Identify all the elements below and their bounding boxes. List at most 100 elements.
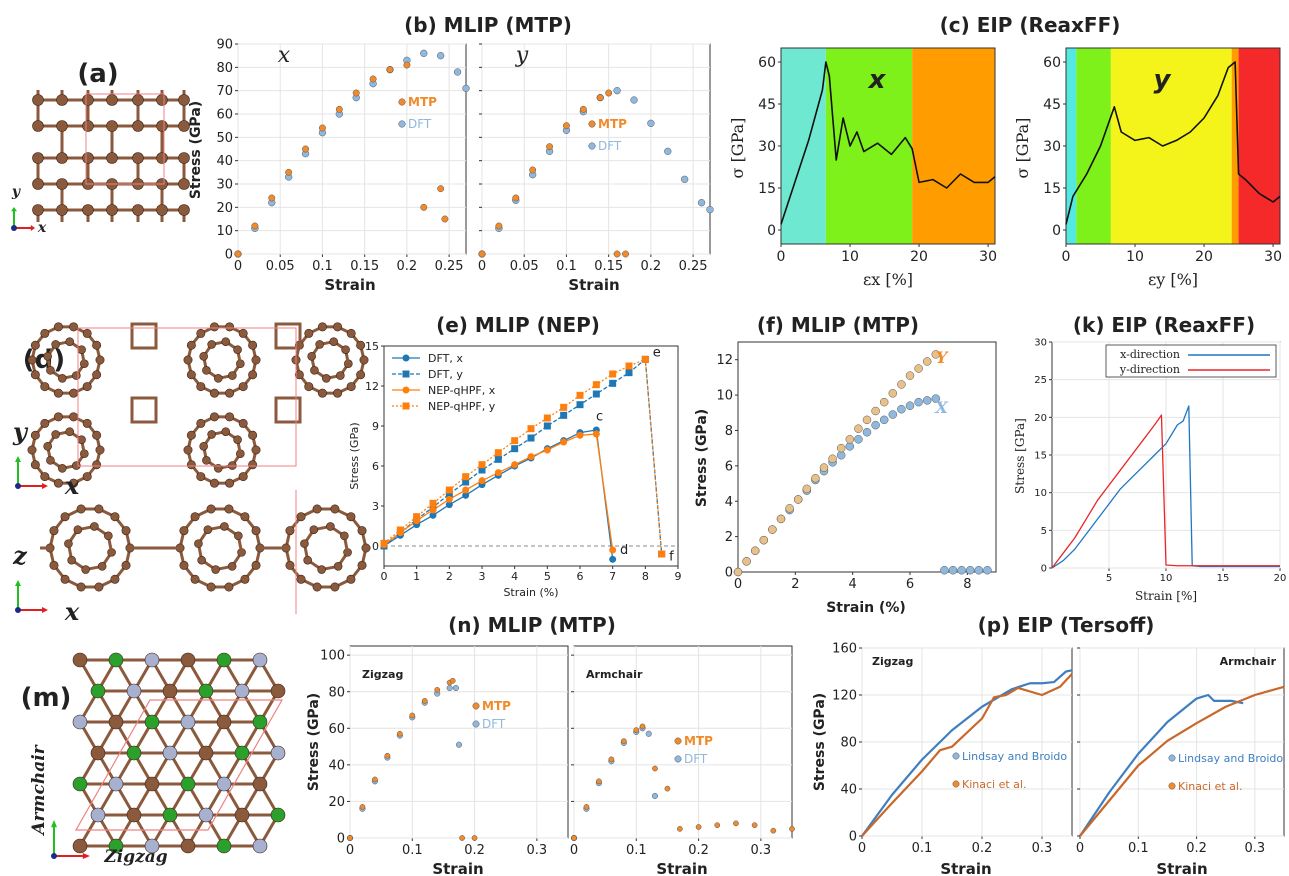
legend-entry: NEP-qHPF, x xyxy=(428,384,496,397)
legend-entry: DFT, x xyxy=(428,352,463,365)
nep-y-point xyxy=(413,513,421,521)
unit-cell xyxy=(74,699,284,831)
nep-y-line xyxy=(383,358,663,555)
nep-x-point xyxy=(609,546,617,554)
carbon-atom xyxy=(97,562,107,571)
series-label-X: X xyxy=(934,398,948,417)
y-tick-label: 0 xyxy=(225,248,233,263)
y-tick-label: 80 xyxy=(216,61,233,76)
y-tick-label: 80 xyxy=(328,685,345,700)
carbon-atom xyxy=(317,565,326,574)
nep-x-point xyxy=(462,486,470,494)
carbon-atom xyxy=(294,370,304,380)
dft-point xyxy=(651,792,659,799)
legend-dft-marker xyxy=(674,755,682,763)
nep-x-point xyxy=(478,477,486,485)
legend-mtp-marker xyxy=(674,737,682,745)
carbon-atom xyxy=(329,337,339,346)
carbon-atom xyxy=(183,355,193,365)
origin-dot-icon xyxy=(15,607,21,613)
nep-y-point xyxy=(592,381,600,389)
x-tick-label: 0.2 xyxy=(1186,841,1207,856)
carbon-atom xyxy=(178,152,190,164)
dft-point xyxy=(453,68,462,76)
x-tick-label: 0 xyxy=(570,843,578,858)
carbon-atom xyxy=(206,582,216,592)
carbon-atom xyxy=(180,838,196,854)
chart-f: 0 2 4 6 8 0 2 4 6 8 10 12 Y X xyxy=(716,341,997,592)
x-series-point xyxy=(845,442,855,451)
y-arrowhead-icon xyxy=(15,580,21,586)
axes-frame xyxy=(237,43,467,255)
carbon-atom xyxy=(190,574,200,584)
carbon-atom xyxy=(190,512,200,522)
carbon-atom xyxy=(40,472,50,482)
carbon-atom xyxy=(357,526,367,536)
carbon-atom xyxy=(95,445,105,455)
nep-y-point xyxy=(445,486,453,494)
nep-y-point xyxy=(560,403,568,411)
carbon-atom xyxy=(251,445,261,455)
nep-y-point xyxy=(511,437,519,445)
nitrogen-atom xyxy=(252,652,268,668)
legend-dft: DFT xyxy=(482,717,506,731)
chart-k: 5 10 15 20 0 5 10 15 20 25 30 xyxy=(1034,338,1286,585)
carbon-atom xyxy=(252,776,268,792)
legend-marker xyxy=(402,402,410,410)
subplot-title-y: y xyxy=(515,43,529,68)
x-direction-line xyxy=(1051,405,1280,569)
x-tick-label: 0.1 xyxy=(402,843,423,858)
carbon-atom xyxy=(333,388,343,398)
y-series-point xyxy=(750,546,760,556)
boron-atom xyxy=(72,776,88,792)
carbon-atom xyxy=(209,478,219,488)
nep-y-point xyxy=(576,391,584,399)
mtp-point xyxy=(579,105,587,113)
x-series-point xyxy=(931,394,941,403)
nep-x-point xyxy=(494,469,502,477)
carbon-atom xyxy=(312,504,322,514)
carbon-atom xyxy=(40,418,50,428)
legend-entry-y: y-direction xyxy=(1119,363,1180,376)
carbon-atom xyxy=(132,152,144,164)
nep-x-point xyxy=(527,453,535,461)
nep-x-point xyxy=(511,461,519,469)
carbon-atom xyxy=(40,328,50,338)
mtp-point xyxy=(420,203,428,211)
legend-mtp: MTP xyxy=(408,95,437,109)
carbon-atom xyxy=(132,94,144,106)
carbon-atom xyxy=(333,322,343,332)
legend-marker xyxy=(402,386,410,394)
carbon-atom xyxy=(326,522,335,531)
dft-point xyxy=(697,199,706,207)
carbon-atom xyxy=(60,512,70,522)
carbon-atom xyxy=(251,526,261,536)
dft-point xyxy=(613,87,621,95)
x-tick-label: 0.05 xyxy=(510,259,539,274)
boron-atom xyxy=(108,838,124,854)
carbon-atom xyxy=(186,340,196,350)
y-axis-label: Stress [GPa] xyxy=(1013,418,1027,494)
x-tick-label: 0.3 xyxy=(1032,841,1053,856)
carbon-atom xyxy=(307,351,316,361)
dft-x-point xyxy=(462,491,470,499)
x-arrowhead-icon xyxy=(42,483,48,489)
y-tick-label: 45 xyxy=(1043,97,1061,113)
mtp-point xyxy=(386,66,394,74)
x-tick-label: 20 xyxy=(910,249,928,265)
y-series-point xyxy=(742,557,751,566)
x-tick-label: 0.1 xyxy=(1128,841,1149,856)
carbon-atom xyxy=(92,430,102,440)
y-tick-label: 0 xyxy=(337,832,345,847)
carbon-atom xyxy=(49,526,59,536)
x-tick-label: 0.1 xyxy=(912,841,933,856)
y-tick-label: 120 xyxy=(832,689,857,704)
x-tick-label: 9 xyxy=(675,570,682,583)
boron-atom xyxy=(234,745,250,761)
carbon-atom xyxy=(228,371,237,380)
x-tick-label: 0.1 xyxy=(312,259,333,274)
mtp-point xyxy=(714,822,721,829)
y-tick-label: 6 xyxy=(372,460,379,473)
mtp-point xyxy=(359,804,366,810)
subplot-title-zigzag: Zigzag xyxy=(362,668,403,681)
